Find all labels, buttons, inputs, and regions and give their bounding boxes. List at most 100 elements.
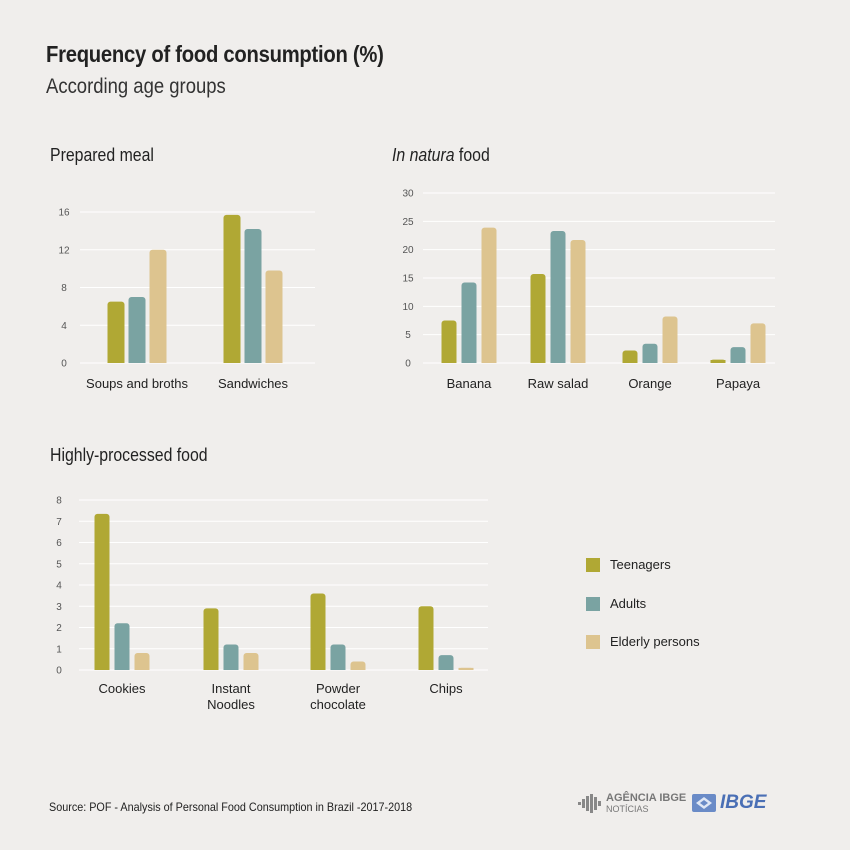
bar-processed-adults-2 [330, 644, 346, 670]
bar-base-processed-elderly-0 [134, 667, 150, 670]
category-label-natura-3: Papaya [716, 376, 761, 391]
bar-natura-elderly-0 [481, 227, 497, 363]
bar-base-processed-elderly-3 [458, 667, 474, 670]
bar-natura-adults-1 [550, 230, 566, 363]
category-label-processed-1-0: Instant [211, 681, 250, 696]
category-label-natura-0: Banana [447, 376, 493, 391]
bar-natura-elderly-3 [750, 323, 766, 363]
y-tick-processed-0: 0 [56, 666, 62, 677]
agencia-ibge-logo: AGÊNCIA IBGE NOTÍCIAS [578, 793, 686, 814]
category-label-processed-2-0: Powder [316, 681, 361, 696]
y-tick-processed-5: 5 [56, 559, 62, 570]
bar-natura-elderly-2 [662, 316, 678, 363]
bar-processed-teenagers-3 [418, 606, 434, 670]
y-tick-natura-0: 0 [405, 359, 411, 370]
bar-natura-teenagers-1 [530, 274, 546, 363]
y-tick-processed-4: 4 [56, 581, 62, 592]
bar-processed-elderly-0 [134, 653, 150, 670]
category-label-natura-1: Raw salad [528, 376, 589, 391]
bar-base-natura-elderly-3 [750, 360, 766, 363]
agencia-ibge-line2: NOTÍCIAS [606, 804, 649, 814]
y-tick-natura-25: 25 [402, 217, 414, 228]
bar-base-natura-adults-2 [642, 360, 658, 363]
bar-prepared-adults-1 [244, 228, 262, 363]
bar-processed-adults-0 [114, 623, 130, 670]
bar-base-natura-elderly-2 [662, 360, 678, 363]
agencia-ibge-line1: AGÊNCIA IBGE [606, 792, 687, 804]
bar-base-processed-elderly-2 [350, 667, 366, 670]
bar-base-prepared-teenagers-0 [107, 360, 125, 363]
chart-title-prepared-meal: Prepared meal [50, 145, 154, 165]
category-label-processed-3: Chips [429, 681, 463, 696]
legend-swatch-teenagers [586, 557, 600, 572]
source-note: Source: POF - Analysis of Personal Food … [49, 800, 413, 814]
category-label-prepared-0: Soups and broths [86, 376, 188, 391]
legend-swatch-elderly [586, 634, 600, 649]
legend-item-teenagers: Teenagers [586, 557, 671, 572]
y-tick-natura-10: 10 [402, 302, 414, 313]
category-label-processed-2-1: chocolate [310, 697, 366, 712]
bar-base-processed-adults-0 [114, 667, 130, 670]
y-tick-natura-5: 5 [405, 330, 411, 341]
bar-natura-adults-0 [461, 282, 477, 363]
category-label-processed-1-1: Noodles [207, 697, 255, 712]
y-tick-natura-30: 30 [402, 189, 414, 200]
bar-base-processed-teenagers-2 [310, 667, 326, 670]
bar-base-prepared-adults-1 [244, 360, 262, 363]
bar-natura-elderly-1 [570, 240, 586, 363]
y-tick-prepared-16: 16 [58, 208, 70, 219]
bar-natura-teenagers-2 [622, 350, 638, 363]
bar-base-processed-adults-3 [438, 667, 454, 670]
bar-processed-teenagers-0 [94, 513, 110, 670]
bar-base-prepared-elderly-1 [265, 360, 283, 363]
bar-prepared-teenagers-0 [107, 301, 125, 363]
bar-base-processed-adults-1 [223, 667, 239, 670]
chart-title-in-natura-rest: food [454, 145, 490, 165]
y-tick-processed-2: 2 [56, 623, 62, 634]
bar-base-natura-teenagers-2 [622, 360, 638, 363]
legend-item-adults: Adults [586, 596, 646, 611]
bar-processed-teenagers-2 [310, 593, 326, 670]
bar-prepared-adults-0 [128, 296, 146, 363]
bar-base-processed-teenagers-3 [418, 667, 434, 670]
legend-label-elderly: Elderly persons [610, 634, 700, 649]
bar-base-natura-adults-0 [461, 360, 477, 363]
bar-base-processed-teenagers-0 [94, 667, 110, 670]
bar-base-processed-adults-2 [330, 667, 346, 670]
bar-prepared-elderly-1 [265, 270, 283, 363]
bar-processed-adults-1 [223, 644, 239, 670]
bar-base-processed-elderly-1 [243, 667, 259, 670]
y-tick-prepared-0: 0 [61, 359, 67, 370]
bar-base-natura-teenagers-0 [441, 360, 457, 363]
y-tick-prepared-4: 4 [61, 321, 67, 332]
y-tick-processed-3: 3 [56, 602, 62, 613]
agencia-ibge-icon [578, 793, 601, 813]
bar-processed-adults-3 [438, 655, 454, 670]
bar-base-prepared-adults-0 [128, 360, 146, 363]
bar-natura-adults-2 [642, 343, 658, 363]
legend-label-adults: Adults [610, 596, 647, 611]
y-tick-prepared-12: 12 [58, 245, 70, 256]
legend-label-teenagers: Teenagers [610, 557, 671, 572]
bar-base-processed-teenagers-1 [203, 667, 219, 670]
y-tick-processed-8: 8 [56, 496, 62, 507]
ibge-logo-text: IBGE [720, 792, 767, 813]
bar-prepared-teenagers-1 [223, 214, 241, 363]
legend-swatch-adults [586, 596, 600, 611]
ibge-logo: IBGE [692, 792, 766, 814]
page-subtitle: According age groups [46, 75, 226, 98]
chart-title-in-natura-italic: In natura [392, 145, 455, 165]
bar-base-natura-elderly-0 [481, 360, 497, 363]
y-tick-natura-20: 20 [402, 245, 414, 256]
bar-base-prepared-elderly-0 [149, 360, 167, 363]
bar-natura-teenagers-0 [441, 320, 457, 363]
bar-base-natura-teenagers-3 [710, 360, 726, 363]
bar-processed-teenagers-1 [203, 608, 219, 670]
legend-item-elderly: Elderly persons [586, 634, 700, 649]
bar-processed-elderly-1 [243, 653, 259, 670]
bar-natura-adults-3 [730, 347, 746, 363]
y-tick-processed-7: 7 [56, 517, 62, 528]
